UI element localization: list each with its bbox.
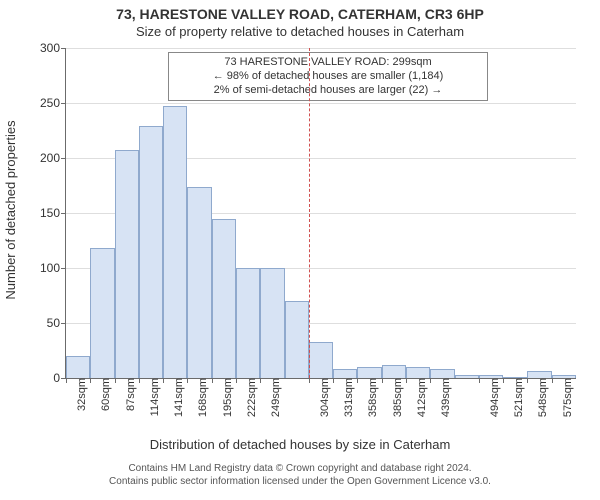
xtick-label: 331sqm [337, 378, 355, 417]
histogram-bar [115, 150, 139, 378]
xtick-mark [406, 378, 407, 383]
plot-area: 73 HARESTONE VALLEY ROAD: 299sqm ← 98% o… [65, 48, 576, 379]
xtick-label: 439sqm [434, 378, 452, 417]
histogram-bar [527, 371, 551, 378]
xtick-label: 494sqm [483, 378, 501, 417]
histogram-bar [66, 356, 90, 378]
xtick-mark [90, 378, 91, 383]
ytick-label: 150 [40, 206, 66, 220]
xtick-label: 249sqm [264, 378, 282, 417]
xtick-label: 141sqm [167, 378, 185, 417]
xtick-mark [527, 378, 528, 383]
ytick-label: 0 [53, 371, 66, 385]
xtick-label: 60sqm [94, 378, 112, 411]
xtick-mark [139, 378, 140, 383]
xtick-label: 548sqm [531, 378, 549, 417]
xtick-mark [187, 378, 188, 383]
histogram-bar [285, 301, 309, 378]
chart-container: 73, HARESTONE VALLEY ROAD, CATERHAM, CR3… [0, 0, 600, 500]
ytick-label: 300 [40, 41, 66, 55]
histogram-bar [260, 268, 284, 378]
xtick-label: 87sqm [119, 378, 137, 411]
xtick-label: 521sqm [507, 378, 525, 417]
xtick-label: 385sqm [386, 378, 404, 417]
histogram-bar [430, 369, 454, 378]
chart-title-line2: Size of property relative to detached ho… [0, 24, 600, 39]
histogram-bar [163, 106, 187, 378]
xtick-label: 114sqm [143, 378, 161, 416]
xtick-mark [503, 378, 504, 383]
y-axis-label: Number of detached properties [3, 120, 18, 299]
histogram-bar [357, 367, 381, 378]
footer-line2: Contains public sector information licen… [0, 475, 600, 488]
histogram-bar [382, 365, 406, 378]
ytick-label: 250 [40, 96, 66, 110]
histogram-bar [309, 342, 333, 378]
xtick-mark [212, 378, 213, 383]
gridline [66, 48, 576, 49]
xtick-mark [260, 378, 261, 383]
xtick-label: 412sqm [410, 378, 428, 417]
xtick-mark [430, 378, 431, 383]
histogram-bar [90, 248, 114, 378]
xtick-label: 575sqm [556, 378, 574, 417]
histogram-bar [212, 219, 236, 379]
histogram-bar [236, 268, 260, 378]
annotation-line2: ← 98% of detached houses are smaller (1,… [175, 70, 481, 84]
xtick-mark [309, 378, 310, 383]
xtick-mark [479, 378, 480, 383]
ytick-label: 200 [40, 151, 66, 165]
annotation-line1: 73 HARESTONE VALLEY ROAD: 299sqm [175, 56, 481, 70]
xtick-mark [115, 378, 116, 383]
footer-line1: Contains HM Land Registry data © Crown c… [0, 462, 600, 475]
footer-text: Contains HM Land Registry data © Crown c… [0, 462, 600, 488]
reference-line [309, 48, 310, 378]
ytick-label: 100 [40, 261, 66, 275]
xtick-label: 32sqm [70, 378, 88, 411]
histogram-bar [455, 375, 479, 378]
histogram-bar [187, 187, 211, 378]
xtick-mark [66, 378, 67, 383]
xtick-mark [333, 378, 334, 383]
xtick-label: 222sqm [240, 378, 258, 417]
xtick-mark [552, 378, 553, 383]
xtick-label: 168sqm [191, 378, 209, 417]
annotation-line3: 2% of semi-detached houses are larger (2… [175, 84, 481, 98]
xtick-mark [382, 378, 383, 383]
chart-title-line1: 73, HARESTONE VALLEY ROAD, CATERHAM, CR3… [0, 6, 600, 22]
histogram-bar [139, 126, 163, 378]
xtick-mark [357, 378, 358, 383]
xtick-mark [163, 378, 164, 383]
xtick-label: 195sqm [216, 378, 234, 417]
xtick-label: 304sqm [313, 378, 331, 417]
ytick-label: 50 [47, 316, 66, 330]
x-axis-label: Distribution of detached houses by size … [0, 437, 600, 452]
xtick-label: 358sqm [361, 378, 379, 417]
xtick-mark [236, 378, 237, 383]
gridline [66, 103, 576, 104]
histogram-bar [333, 369, 357, 378]
annotation-box: 73 HARESTONE VALLEY ROAD: 299sqm ← 98% o… [168, 52, 488, 101]
histogram-bar [406, 367, 430, 378]
